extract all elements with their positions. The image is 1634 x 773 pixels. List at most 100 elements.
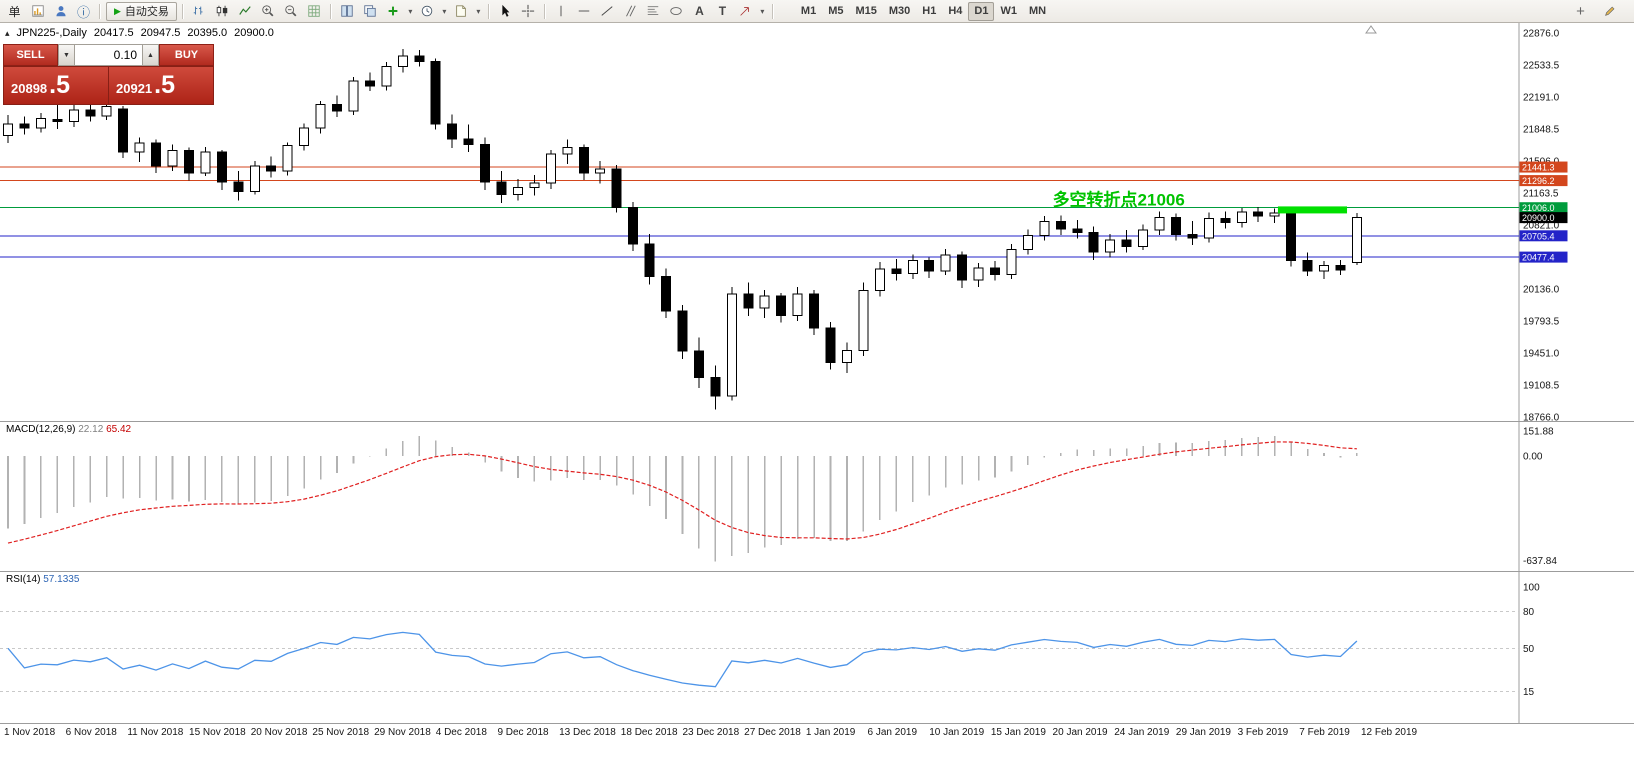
candle (743, 282, 754, 317)
candle (759, 290, 770, 319)
candle (1072, 219, 1083, 239)
candle (430, 58, 441, 130)
periods-dropdown[interactable]: ▾ (442, 6, 447, 16)
candle (545, 149, 556, 190)
candle (825, 321, 836, 370)
label-tool-icon[interactable]: T (718, 4, 727, 18)
templates-dropdown[interactable]: ▾ (476, 6, 481, 16)
candle (940, 248, 951, 276)
highlight-rectangle-object[interactable] (1277, 206, 1348, 214)
toolbar-right-group: + (1570, 2, 1620, 21)
add-icon[interactable]: + (1576, 2, 1585, 20)
candle (1039, 216, 1050, 241)
timeframe-h1-button[interactable]: H1 (922, 4, 937, 17)
candle (924, 257, 935, 278)
candle (1253, 206, 1264, 222)
candle (364, 72, 375, 92)
candle (1138, 224, 1149, 250)
info-icon[interactable]: ⓘ (76, 4, 90, 20)
sell-button[interactable]: SELL (3, 44, 58, 66)
chart-shift-marker[interactable] (1365, 25, 1377, 34)
line-chart-mode-icon[interactable] (235, 2, 256, 21)
candle (200, 147, 211, 177)
crosshair-icon[interactable] (518, 2, 539, 21)
timeframe-w1-button[interactable]: W1 (1000, 4, 1017, 17)
candle (414, 49, 425, 67)
candle (315, 100, 326, 134)
timeframe-m30-button[interactable]: M30 (888, 4, 911, 17)
candle (841, 342, 852, 374)
candle (1220, 211, 1231, 229)
profiles-icon[interactable] (50, 2, 71, 21)
candle (299, 123, 310, 151)
sell-price-box[interactable]: 20898 .5 (4, 67, 108, 104)
tile-windows-icon[interactable] (337, 2, 358, 21)
toolbar-separator (181, 3, 184, 19)
trendline-tool-icon[interactable] (597, 2, 618, 21)
grid-icon[interactable] (304, 2, 325, 21)
zoom-out-icon[interactable] (281, 2, 302, 21)
candle (151, 139, 162, 173)
text-tool-icon[interactable]: A (695, 4, 704, 18)
candle (1187, 220, 1198, 246)
volume-decrease-button[interactable]: ▼ (58, 44, 75, 66)
volume-input[interactable] (75, 44, 142, 66)
new-order-icon[interactable]: 单 (4, 2, 25, 21)
open-value: 20417.5 (93, 27, 134, 39)
candle (990, 261, 1000, 281)
timeframe-d1-button[interactable]: D1 (968, 1, 995, 21)
timeframe-h4-button[interactable]: H4 (948, 4, 963, 17)
macd-current-value: 22.12 (78, 424, 104, 435)
candle (578, 144, 589, 180)
templates-icon[interactable] (451, 2, 472, 21)
timeframe-mn-button[interactable]: MN (1028, 4, 1047, 17)
candle (216, 149, 227, 191)
timeframe-m1-button[interactable]: M1 (800, 4, 817, 17)
arrows-dropdown[interactable]: ▾ (760, 6, 765, 16)
annotation-text-object[interactable]: 多空转折点21006 (1053, 189, 1185, 209)
volume-increase-button[interactable]: ▲ (142, 44, 159, 66)
toolbar-separator (99, 3, 101, 19)
channel-tool-icon[interactable] (620, 2, 641, 21)
candle (496, 170, 507, 204)
candle (874, 261, 885, 297)
bar-chart-mode-icon[interactable] (189, 2, 210, 21)
timeframe-m5-button[interactable]: M5 (828, 4, 844, 17)
zoom-in-icon[interactable] (258, 2, 279, 21)
candle (167, 144, 178, 171)
charts-window-icon[interactable] (27, 2, 48, 21)
candlestick-mode-icon[interactable] (212, 2, 233, 21)
macd-name: MACD(12,26,9) (6, 424, 76, 435)
macd-signal-value: 65.42 (106, 424, 132, 435)
high-value: 20947.5 (140, 27, 181, 39)
autotrading-button[interactable]: ▶ 自动交易 (106, 1, 177, 21)
shapes-tool-icon[interactable] (666, 2, 687, 21)
buy-button[interactable]: BUY (159, 44, 214, 66)
candle (1236, 207, 1247, 228)
candle (447, 114, 458, 149)
timeframe-bar: M1 M5 M15 M30 H1 H4 D1 W1 MN (795, 1, 1052, 21)
one-click-collapse-toggle[interactable]: ▴ (5, 27, 10, 38)
candle (644, 233, 655, 285)
candle (183, 147, 194, 181)
candle (85, 102, 96, 122)
arrows-tool-icon[interactable] (735, 2, 756, 21)
indicators-dropdown[interactable]: ▾ (408, 6, 413, 16)
cursor-icon[interactable] (495, 2, 516, 21)
timeframe-m15-button[interactable]: M15 (855, 4, 877, 17)
candle (693, 337, 704, 389)
cascade-windows-icon[interactable] (360, 2, 381, 21)
periods-icon[interactable] (417, 2, 438, 21)
candle (562, 139, 573, 164)
candle (1286, 209, 1297, 267)
buy-price-box[interactable]: 20921 .5 (109, 67, 213, 104)
vertical-line-tool-icon[interactable] (551, 2, 572, 21)
pencil-icon[interactable] (1599, 2, 1620, 21)
time-axis[interactable] (0, 724, 1519, 744)
fibonacci-tool-icon[interactable] (643, 2, 664, 21)
horizontal-line-tool-icon[interactable] (574, 2, 595, 21)
price-axis[interactable] (1519, 23, 1634, 723)
indicators-icon[interactable] (383, 2, 404, 21)
macd-panel-label: MACD(12,26,9) 22.12 65.42 (6, 424, 131, 435)
